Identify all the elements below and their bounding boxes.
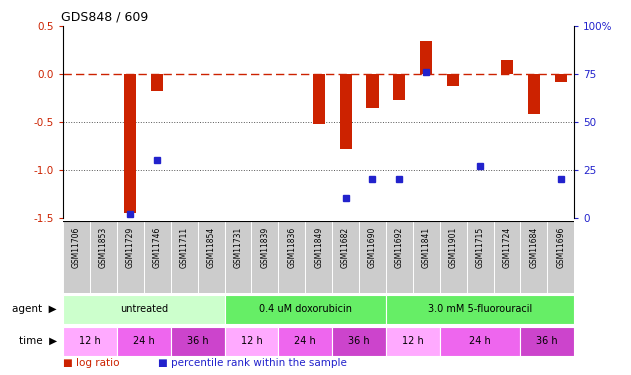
Text: GSM11854: GSM11854 xyxy=(206,227,216,268)
Text: 36 h: 36 h xyxy=(187,336,208,346)
Bar xyxy=(555,74,567,82)
Text: 24 h: 24 h xyxy=(469,336,491,346)
Text: GSM11839: GSM11839 xyxy=(261,227,269,268)
Text: GDS848 / 609: GDS848 / 609 xyxy=(61,11,148,24)
Text: GSM11682: GSM11682 xyxy=(341,227,350,268)
Text: 36 h: 36 h xyxy=(536,336,558,346)
Text: 12 h: 12 h xyxy=(79,336,101,346)
Bar xyxy=(393,74,405,100)
Text: time  ▶: time ▶ xyxy=(19,336,57,346)
Text: GSM11729: GSM11729 xyxy=(126,227,135,268)
Text: GSM11901: GSM11901 xyxy=(449,227,457,268)
Text: GSM11849: GSM11849 xyxy=(314,227,323,268)
Text: GSM11746: GSM11746 xyxy=(153,227,162,268)
Bar xyxy=(63,327,117,356)
Text: GSM11715: GSM11715 xyxy=(476,227,485,268)
Text: GSM11836: GSM11836 xyxy=(287,227,296,268)
Text: GSM11690: GSM11690 xyxy=(368,227,377,268)
Text: GSM11731: GSM11731 xyxy=(233,227,242,268)
Bar xyxy=(386,295,574,324)
Text: ■ log ratio: ■ log ratio xyxy=(63,357,120,368)
Text: GSM11853: GSM11853 xyxy=(99,227,108,268)
Bar xyxy=(225,327,278,356)
Text: 24 h: 24 h xyxy=(294,336,316,346)
Text: agent  ▶: agent ▶ xyxy=(12,304,57,314)
Text: GSM11684: GSM11684 xyxy=(529,227,538,268)
Text: GSM11696: GSM11696 xyxy=(557,227,565,268)
Text: GSM11711: GSM11711 xyxy=(180,227,189,268)
Bar xyxy=(501,60,513,74)
Bar xyxy=(278,327,332,356)
Bar xyxy=(312,74,325,124)
Text: GSM11841: GSM11841 xyxy=(422,227,431,268)
Text: untreated: untreated xyxy=(120,304,168,314)
Bar xyxy=(528,74,540,114)
Bar xyxy=(63,295,225,324)
Text: GSM11724: GSM11724 xyxy=(502,227,512,268)
Bar xyxy=(225,295,386,324)
Text: 3.0 mM 5-fluorouracil: 3.0 mM 5-fluorouracil xyxy=(428,304,532,314)
Text: GSM11706: GSM11706 xyxy=(72,227,81,268)
Bar xyxy=(521,327,574,356)
Bar xyxy=(447,74,459,86)
Bar xyxy=(124,74,136,213)
Bar xyxy=(367,74,379,108)
Text: 36 h: 36 h xyxy=(348,336,370,346)
Bar xyxy=(420,40,432,74)
Text: 0.4 uM doxorubicin: 0.4 uM doxorubicin xyxy=(259,304,351,314)
Bar xyxy=(332,327,386,356)
Bar xyxy=(117,327,171,356)
Bar xyxy=(339,74,351,148)
Text: 12 h: 12 h xyxy=(240,336,262,346)
Bar xyxy=(171,327,225,356)
Bar xyxy=(151,74,163,91)
Bar xyxy=(440,327,521,356)
Text: ■ percentile rank within the sample: ■ percentile rank within the sample xyxy=(158,357,346,368)
Bar xyxy=(386,327,440,356)
Text: GSM11692: GSM11692 xyxy=(395,227,404,268)
Text: 24 h: 24 h xyxy=(133,336,155,346)
Text: 12 h: 12 h xyxy=(402,336,423,346)
